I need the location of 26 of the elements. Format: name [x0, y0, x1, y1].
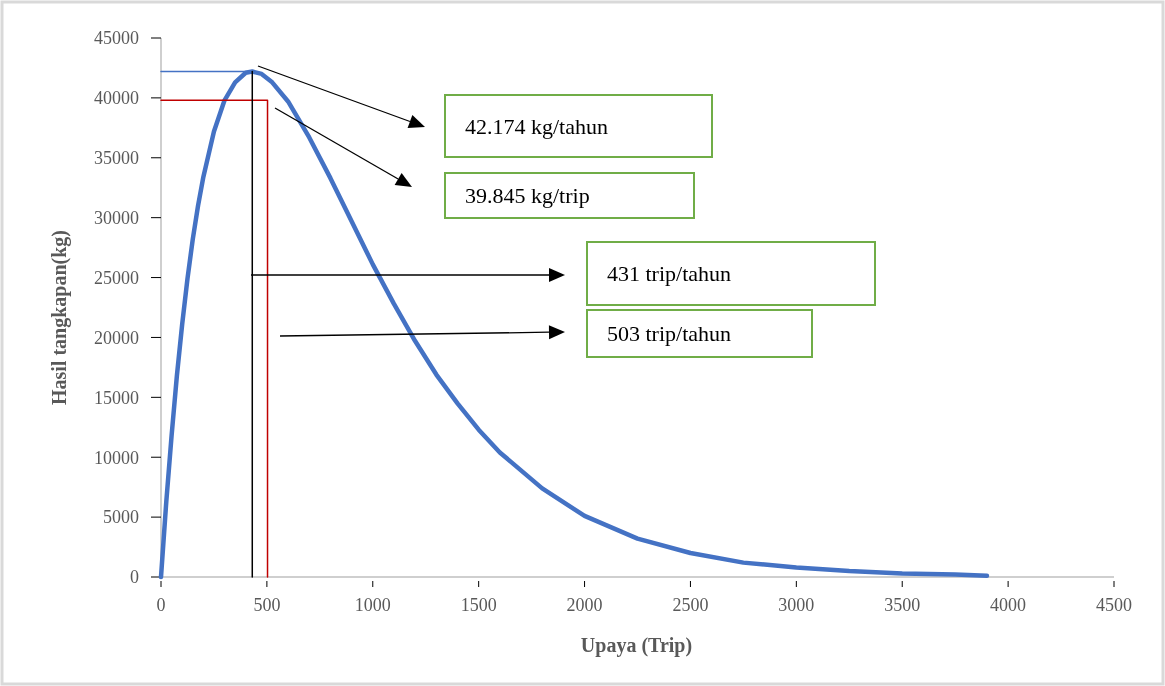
- y-tick-label: 45000: [94, 28, 139, 49]
- y-axis-title: Hasil tangkapan(kg): [48, 229, 71, 406]
- y-tick-label: 15000: [94, 387, 139, 408]
- y-tick-label: 5000: [103, 507, 139, 528]
- annotation: 39.845 kg/trip: [465, 183, 590, 209]
- y-tick-label: 30000: [94, 207, 139, 228]
- y-tick-label: 10000: [94, 447, 139, 468]
- y-tick-label: 0: [130, 567, 139, 588]
- x-tick-label: 3500: [884, 595, 921, 615]
- x-tick-label: 4000: [990, 595, 1027, 615]
- x-tick-label: 1000: [354, 595, 391, 615]
- x-tick-label: 3000: [778, 595, 815, 615]
- x-axis-title: Upaya (Trip): [580, 634, 693, 657]
- y-tick-label: 35000: [94, 148, 139, 169]
- annotation: 431 trip/tahun: [607, 261, 732, 287]
- x-tick-label: 1500: [460, 595, 497, 615]
- x-tick-label: 2000: [566, 595, 603, 615]
- x-tick-label: 500: [253, 595, 281, 615]
- y-tick-label: 20000: [94, 327, 139, 348]
- annotation: 42.174 kg/tahun: [465, 113, 608, 139]
- annotation: 503 trip/tahun: [607, 321, 732, 347]
- x-tick-label: 4500: [1096, 595, 1132, 615]
- y-tick-label: 25000: [94, 267, 139, 288]
- y-tick-label: 40000: [94, 88, 139, 109]
- x-tick-label: 2500: [672, 595, 709, 615]
- x-tick-label: 0: [156, 595, 166, 615]
